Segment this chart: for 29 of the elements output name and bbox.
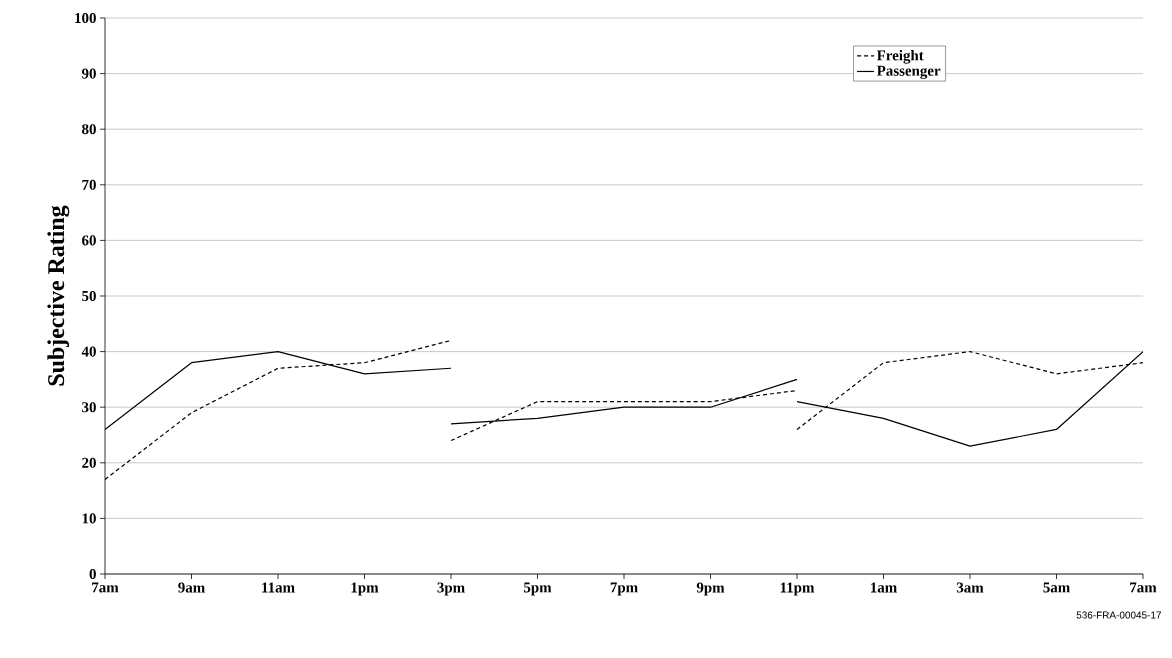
x-tick-label: 11pm bbox=[780, 582, 815, 596]
line-series bbox=[796, 351, 1144, 447]
x-tick-label: 9pm bbox=[696, 582, 725, 596]
x-tick-label: 1pm bbox=[351, 582, 379, 596]
text: 536-FRA-00045-17 bbox=[1076, 611, 1161, 619]
x-tick-label: 7am bbox=[92, 582, 119, 593]
x-tick-label: 3am bbox=[956, 582, 984, 593]
y-tick-label: 0 bbox=[89, 568, 96, 580]
x-tick-label: 7am bbox=[1130, 582, 1157, 593]
x-tick-label: 1am bbox=[871, 582, 897, 593]
y-tick-label: 70 bbox=[82, 179, 96, 190]
x-tick-label: 5pm bbox=[523, 582, 552, 596]
y-tick-label: 100 bbox=[75, 12, 96, 24]
y-tick-label: 60 bbox=[82, 235, 96, 246]
y-tick-label: 80 bbox=[82, 124, 96, 135]
x-tick-label: 5am bbox=[1043, 582, 1070, 593]
y-tick-label: 50 bbox=[82, 290, 96, 302]
y-tick-label: 20 bbox=[82, 457, 96, 468]
x-tick-label: 7pm bbox=[610, 582, 638, 596]
y-axis-title: Subjective Rating bbox=[47, 205, 70, 386]
x-tick-label: 9am bbox=[178, 582, 205, 593]
x-tick-label: 3pm bbox=[437, 582, 465, 596]
y-tick-label: 30 bbox=[82, 402, 96, 413]
legend-label: Freight bbox=[876, 49, 924, 64]
legend-label: Passenger bbox=[876, 65, 941, 79]
y-tick-label: 10 bbox=[82, 513, 96, 524]
x-tick-label: 11am bbox=[262, 582, 295, 593]
y-tick-label: 90 bbox=[81, 68, 96, 79]
y-tick-label: 40 bbox=[81, 346, 96, 357]
